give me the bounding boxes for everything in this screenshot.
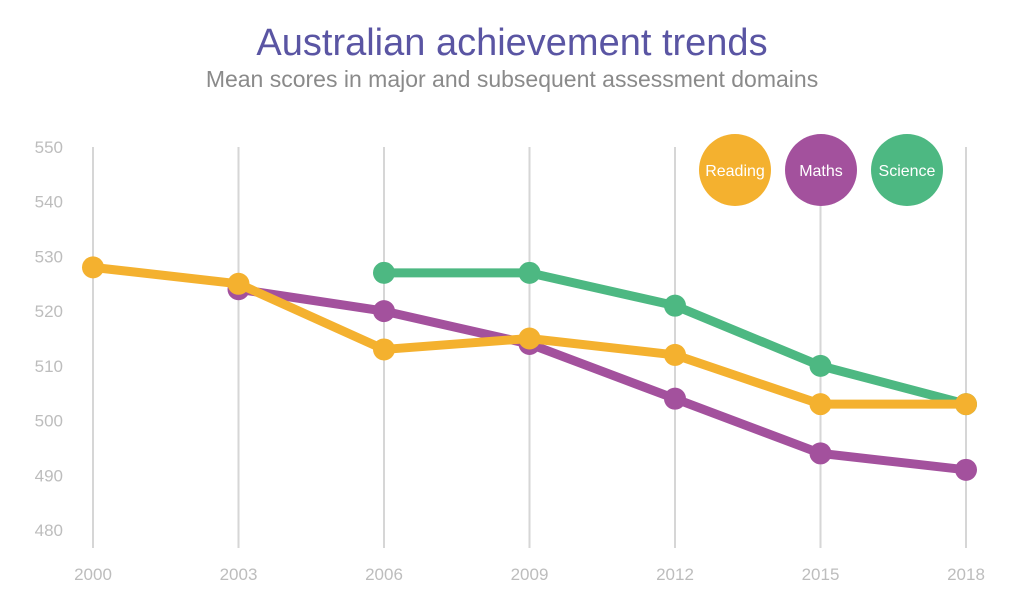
data-point-science xyxy=(373,261,395,284)
y-tick-label: 490 xyxy=(35,466,63,485)
legend-label-maths: Maths xyxy=(799,163,843,180)
series-line-maths xyxy=(234,284,971,475)
data-point-reading xyxy=(955,393,977,416)
data-point-science xyxy=(518,261,541,284)
y-tick-label: 540 xyxy=(35,193,63,212)
data-point-science xyxy=(664,294,686,317)
y-tick-label: 550 xyxy=(35,138,63,157)
data-point-maths xyxy=(664,387,686,410)
y-tick-label: 520 xyxy=(35,302,63,321)
legend-marker-reading xyxy=(699,134,771,206)
data-point-maths xyxy=(809,442,832,465)
x-tick-label: 2003 xyxy=(220,565,258,584)
data-point-maths xyxy=(373,300,395,323)
x-tick-label: 2000 xyxy=(74,565,112,584)
data-point-maths xyxy=(955,458,977,481)
data-point-reading xyxy=(82,256,104,279)
data-point-reading xyxy=(518,327,541,350)
y-tick-label: 510 xyxy=(35,357,63,376)
data-point-reading xyxy=(664,343,686,366)
chart-subtitle: Mean scores in major and subsequent asse… xyxy=(205,66,819,92)
legend-marker-science xyxy=(871,134,943,206)
chart-title: Australian achievement trends xyxy=(256,22,768,64)
x-tick-label: 2015 xyxy=(802,565,840,584)
x-tick-label: 2006 xyxy=(365,565,403,584)
x-tick-label: 2009 xyxy=(511,565,549,584)
x-tick-label: 2012 xyxy=(656,565,694,584)
y-tick-label: 480 xyxy=(35,521,63,540)
x-tick-label: 2018 xyxy=(947,565,985,584)
data-point-reading xyxy=(809,393,832,416)
y-tick-label: 500 xyxy=(35,412,63,431)
data-point-reading xyxy=(373,338,395,361)
data-point-science xyxy=(809,354,832,377)
y-tick-label: 530 xyxy=(35,247,63,266)
legend-label-reading: Reading xyxy=(705,163,765,180)
legend-marker-maths xyxy=(785,134,857,206)
data-point-reading xyxy=(227,272,250,295)
legend-label-science: Science xyxy=(879,163,936,180)
